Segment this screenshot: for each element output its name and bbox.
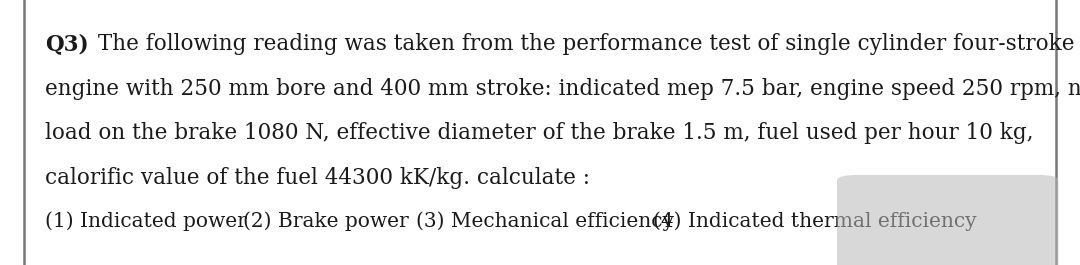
Text: (2) Brake power: (2) Brake power	[243, 211, 408, 231]
Text: (1) Indicated power: (1) Indicated power	[45, 211, 247, 231]
Text: The following reading was taken from the performance test of single cylinder fou: The following reading was taken from the…	[91, 33, 1075, 55]
Text: calorific value of the fuel 44300 kK/kg. calculate :: calorific value of the fuel 44300 kK/kg.…	[45, 167, 591, 189]
Text: load on the brake 1080 N, effective diameter of the brake 1.5 m, fuel used per h: load on the brake 1080 N, effective diam…	[45, 122, 1034, 144]
Text: (3) Mechanical efficiency: (3) Mechanical efficiency	[416, 211, 674, 231]
FancyBboxPatch shape	[837, 175, 1058, 265]
Text: Q3): Q3)	[45, 33, 89, 55]
Text: engine with 250 mm bore and 400 mm stroke: indicated mep 7.5 bar, engine speed 2: engine with 250 mm bore and 400 mm strok…	[45, 78, 1080, 100]
Text: (4) Indicated thermal efficiency: (4) Indicated thermal efficiency	[653, 211, 977, 231]
